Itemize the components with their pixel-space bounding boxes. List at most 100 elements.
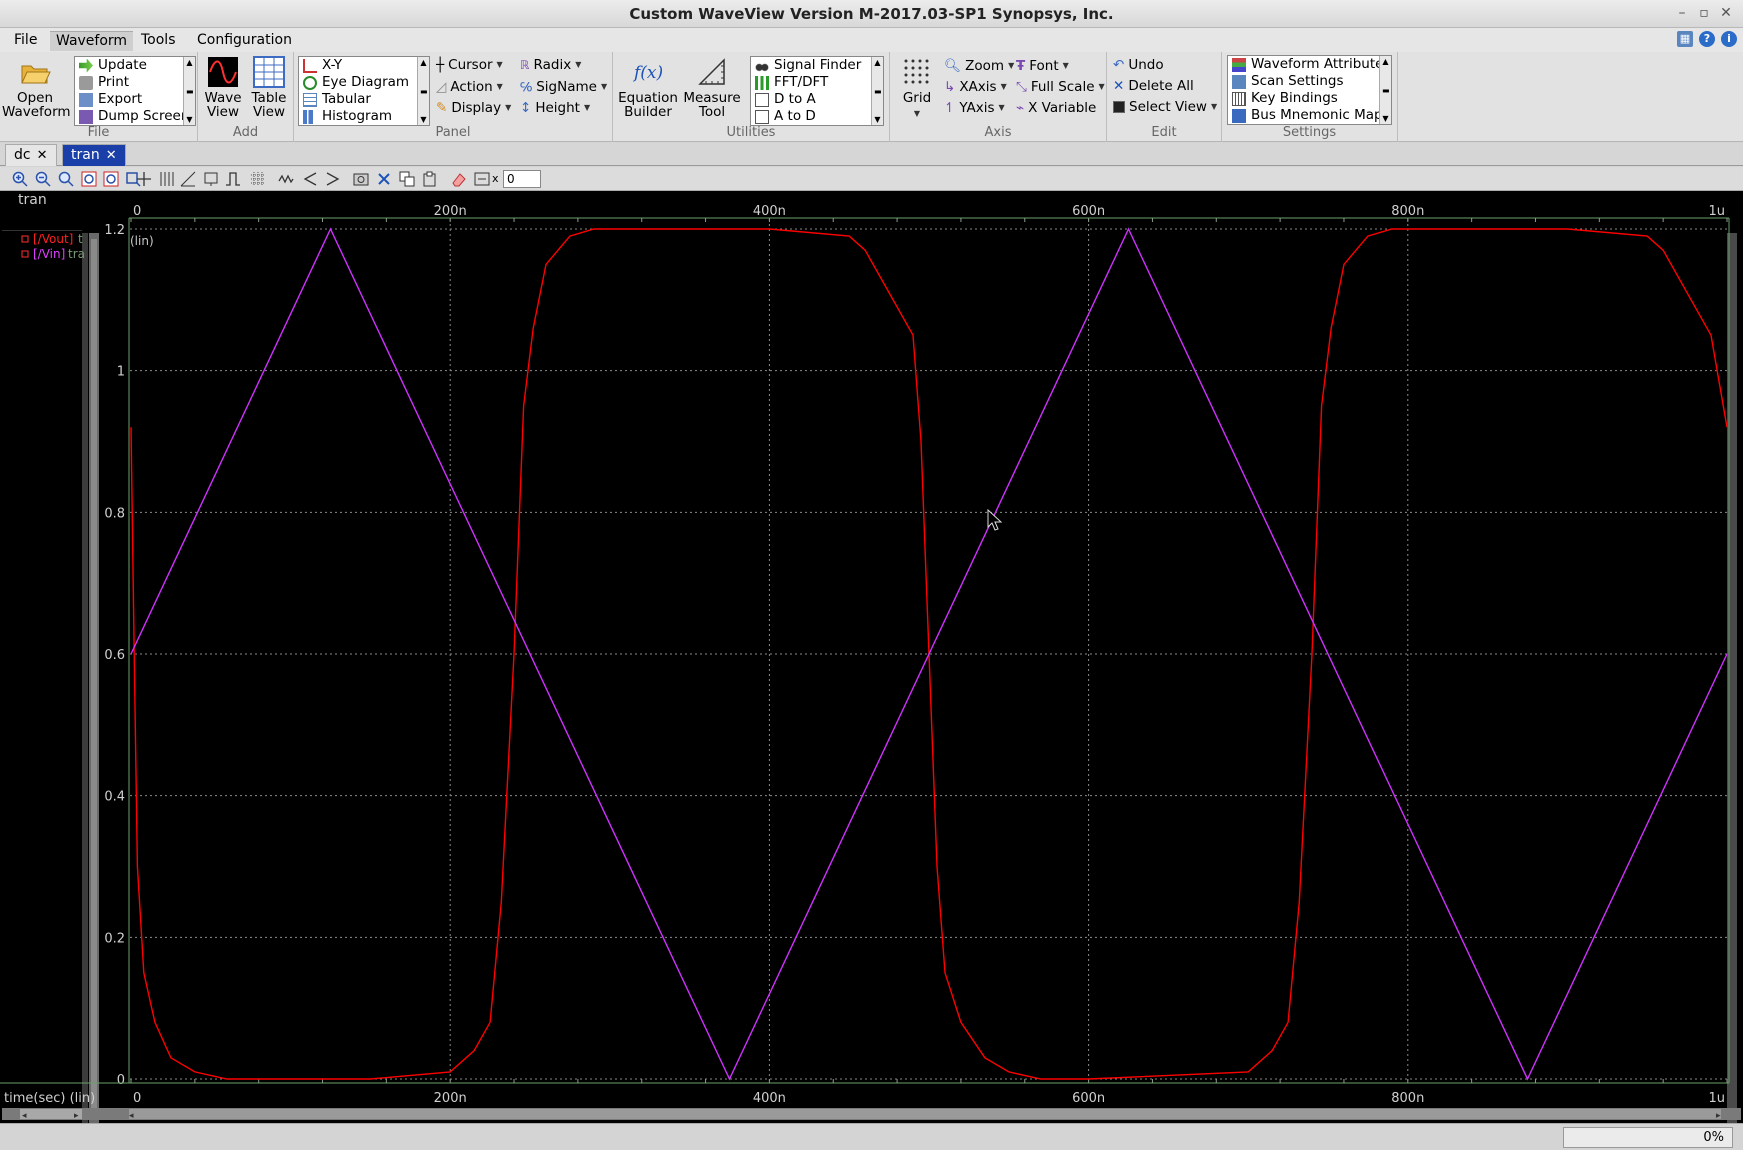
delete-all-button[interactable]: ✕ Delete All [1113,76,1194,96]
legend-vout-name[interactable]: [/Vout] [33,232,73,246]
zoom-out-icon[interactable] [35,171,51,187]
delete-x-icon[interactable] [376,171,392,187]
hscroll-left-arrow-icon[interactable]: ◂ [129,1111,134,1121]
pulse-icon[interactable] [225,171,241,187]
zoom-area-icon[interactable] [125,171,141,187]
list-item-a-to-d[interactable]: A to D [751,108,883,125]
list-item-histogram[interactable]: Histogram [299,108,429,125]
zoom-fit-icon[interactable] [58,171,74,187]
list-item-signal-finder[interactable]: Signal Finder [751,57,883,74]
legend-marker-vout[interactable] [21,235,29,243]
maximize-icon[interactable]: ▫ [1699,5,1709,21]
display-button[interactable]: ✎ Display ▼ [436,98,511,118]
full-scale-button[interactable]: ⤡ Full Scale ▼ [1016,77,1105,97]
height-button[interactable]: ↕ Height ▼ [520,98,590,118]
slope-icon[interactable] [180,171,196,187]
scroll-right-small-icon[interactable]: ▸ [74,1111,79,1121]
zoom-y-icon[interactable] [103,171,119,187]
list-item-tabular[interactable]: Tabular [299,91,429,108]
undo-button[interactable]: ↶ Undo [1113,55,1164,75]
signame-button[interactable]: ℅ SigName ▼ [520,77,607,97]
snapshot-icon[interactable] [353,171,369,187]
legend-vin-name[interactable]: [/Vin] [33,247,65,261]
tab-dc[interactable]: dc ✕ [5,144,57,166]
zoom-button[interactable]: 🔍︎ Zoom ▼ [944,56,1014,76]
help-icon[interactable]: ? [1699,31,1715,47]
waveform-panel[interactable]: tran [/Vout] t [/Vin] tra 0 0 200n 200n 400n… [0,191,1743,1123]
open-waveform-button[interactable]: Open Waveform [2,54,71,119]
menu-file[interactable]: File [14,32,38,48]
zoom-x-icon[interactable] [81,171,97,187]
close-tab-icon[interactable]: ✕ [105,148,117,163]
close-icon[interactable]: ✕ [1720,5,1732,21]
paste-icon[interactable] [422,171,438,187]
minimize-icon[interactable]: – [1678,5,1686,21]
hscroll-thumb[interactable] [129,1109,1721,1119]
marker-icon[interactable] [203,171,219,187]
series-line-vout[interactable] [130,228,1728,1080]
equation-builder-button[interactable]: f(x) Equation Builder [617,54,679,119]
list-item-eye-diagram[interactable]: Eye Diagram [299,74,429,91]
tab-tran[interactable]: tran ✕ [62,144,126,166]
scrollbar[interactable]: ▲ ▬ ▼ [183,57,195,125]
scrollbar[interactable]: ▲ ▬ ▼ [417,57,429,125]
close-tab-icon[interactable]: ✕ [36,148,48,163]
series-line-vin[interactable] [130,227,1728,1081]
grid-dots-icon[interactable] [250,171,266,187]
wave-view-button[interactable]: Wave View [202,54,244,119]
settings-list[interactable]: Waveform Attributes Scan Settings Key Bi… [1227,55,1392,125]
right-scrollbar[interactable] [1727,233,1737,1123]
table-view-button[interactable]: Table View [248,54,290,119]
next-edge-icon[interactable] [325,171,341,187]
grid-button[interactable]: Grid ▼ [896,54,938,121]
cursor-button[interactable]: ┼ Cursor ▼ [436,55,503,75]
list-item-dump-screen[interactable]: Dump Screen [75,108,195,125]
zoom-in-icon[interactable] [12,171,28,187]
panel-type-list[interactable]: X-Y Eye Diagram Tabular Histogram ▲ ▬ ▼ [298,56,430,126]
menu-configuration[interactable]: Configuration [197,32,292,48]
select-view-button[interactable]: Select View ▼ [1113,97,1217,117]
scrollbar-thumb[interactable] [91,239,97,1115]
xaxis-button[interactable]: ↳ XAxis ▼ [944,77,1007,97]
measure-x-icon[interactable] [474,171,490,187]
utilities-list[interactable]: Signal Finder FFT/DFT D to A A to D ▲ ▬ ▼ [750,56,884,126]
hscroll-thumb-left[interactable] [20,1109,82,1119]
list-item-scan-settings[interactable]: Scan Settings [1228,73,1391,90]
action-button[interactable]: ◿ Action ▼ [436,77,503,97]
scroll-left-icon[interactable]: ◂ [22,1111,27,1121]
list-item-bus-mnemonic-map[interactable]: Bus Mnemonic Map [1228,107,1391,124]
file-actions-list[interactable]: Update Print Export Dump Screen ▲ ▬ ▼ [74,56,196,126]
list-item-waveform-attributes[interactable]: Waveform Attributes [1228,56,1391,73]
wave-icon[interactable] [278,171,294,187]
list-item-d-to-a[interactable]: D to A [751,91,883,108]
menu-tools[interactable]: Tools [141,32,176,48]
export-label: Export [98,91,143,107]
list-item-key-bindings[interactable]: Key Bindings [1228,90,1391,107]
prev-edge-icon[interactable] [302,171,318,187]
radix-button[interactable]: ℝ Radix ▼ [520,55,581,75]
scrollbar[interactable]: ▲ ▬ ▼ [871,57,883,125]
list-item-xy[interactable]: X-Y [299,57,429,74]
menu-waveform[interactable]: Waveform [50,31,134,51]
crosshair-cursor-icon[interactable] [136,171,152,187]
list-item-print[interactable]: Print [75,74,195,91]
hscroll-right-arrow-icon[interactable]: ▸ [1716,1111,1721,1121]
x-variable-button[interactable]: ⌁ X Variable [1016,98,1096,118]
yaxis-button[interactable]: ↿ YAxis ▼ [944,98,1005,118]
measure-tool-button[interactable]: Measure Tool [681,54,743,119]
list-item-fft[interactable]: FFT/DFT [751,74,883,91]
scrollbar[interactable]: ▲ ▬ ▼ [1379,56,1391,124]
vertical-cursor-icon[interactable] [158,171,174,187]
eraser-icon[interactable] [451,171,467,187]
group-file: Open Waveform Update Print Export Dump S… [0,52,198,142]
x-value-input[interactable]: 0 [503,170,541,188]
copy-icon[interactable] [399,171,415,187]
legend-marker-vin[interactable] [21,250,29,258]
font-button[interactable]: Ŧ Font ▼ [1016,56,1069,76]
signal-list-splitter[interactable] [82,233,88,1123]
waveform-plot[interactable]: [/Vout] t [/Vin] tra 00200n200n400n400n6… [0,191,1743,1123]
info-icon[interactable]: i [1721,31,1737,47]
list-item-export[interactable]: Export [75,91,195,108]
layout-icon[interactable]: ▦ [1677,31,1693,47]
list-item-update[interactable]: Update [75,57,195,74]
